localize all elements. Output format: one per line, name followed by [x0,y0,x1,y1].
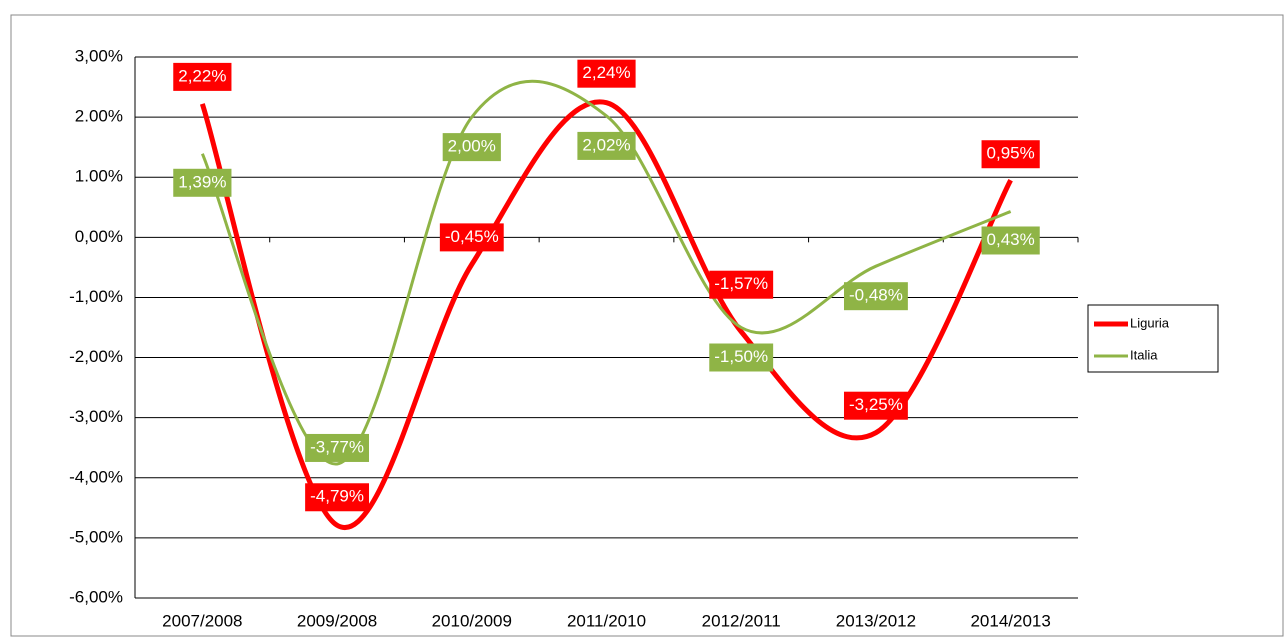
legend-box [1087,304,1219,373]
data-label-box [173,62,232,91]
y-tick-label: -2,00% [69,347,123,366]
data-label: 2,24% [582,63,630,82]
data-label-box [439,223,504,252]
x-tick-label: 2010/2009 [432,611,512,630]
data-label-box [577,131,636,160]
data-label-box [709,270,774,299]
legend-label: Italia [1130,347,1158,362]
data-label-box [173,168,232,197]
data-label-box [843,391,908,420]
y-tick-label: -6,00% [69,587,123,606]
data-label: 1,39% [178,172,226,191]
legend-label: Liguria [1130,315,1170,330]
y-tick-label: -4,00% [69,467,123,486]
data-label-box [981,226,1040,255]
data-label: -3,25% [849,395,903,414]
x-tick-label: 2011/2010 [567,611,646,630]
data-label: -0,48% [849,286,903,305]
y-tick-label: 3,00% [75,46,123,65]
data-label: -1,50% [714,347,768,366]
data-label: 0,95% [987,144,1035,163]
chart-frame [10,14,1284,637]
data-label: 2,02% [582,135,630,154]
data-label: -4,79% [310,487,364,506]
x-tick-label: 2009/2008 [297,611,377,630]
data-label-box [305,433,370,462]
x-tick-label: 2007/2008 [162,611,242,630]
y-tick-label: -5,00% [69,527,123,546]
data-label-box [981,140,1040,169]
data-label: -3,77% [310,437,364,456]
data-label: -1,57% [714,274,768,293]
x-tick-label: 2014/2013 [970,611,1050,630]
y-tick-label: 0,00% [75,227,123,246]
y-tick-label: 1.00% [75,167,123,186]
data-label: -0,45% [445,227,499,246]
data-label: 2,00% [448,137,496,156]
data-label-box [442,133,501,162]
y-tick-label: -1,00% [69,287,123,306]
data-label-box [305,483,370,512]
data-label-box [843,282,908,311]
x-tick-label: 2013/2012 [836,611,916,630]
x-tick-label: 2012/2011 [702,611,781,630]
data-label: 0,43% [987,230,1035,249]
data-label-box [709,343,774,372]
data-label: 2,22% [178,66,226,85]
data-label-box [577,59,636,88]
y-tick-label: -3,00% [69,407,123,426]
y-tick-label: 2.00% [75,107,123,126]
